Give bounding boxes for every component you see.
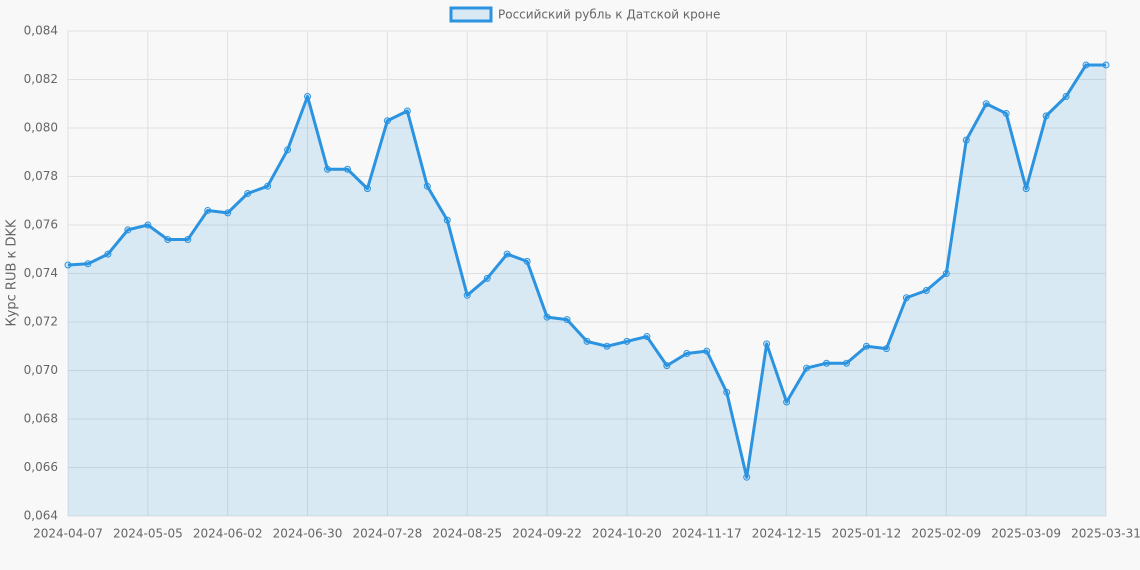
point — [1042, 112, 1050, 120]
x-tick-label: 2024-06-02 — [193, 527, 263, 541]
point — [264, 182, 272, 190]
point — [743, 473, 751, 481]
x-tick-label: 2024-08-25 — [432, 527, 502, 541]
point — [1082, 61, 1090, 69]
point — [902, 294, 910, 302]
point — [723, 388, 731, 396]
point — [124, 226, 132, 234]
point — [463, 291, 471, 299]
y-tick-label: 0,084 — [24, 24, 58, 38]
x-tick-label: 2025-01-12 — [832, 527, 902, 541]
point — [184, 236, 192, 244]
x-tick-label: 2024-11-17 — [672, 527, 742, 541]
x-tick-label: 2025-03-09 — [991, 527, 1061, 541]
y-tick-label: 0,064 — [24, 509, 58, 523]
point — [483, 274, 491, 282]
point — [284, 146, 292, 154]
x-tick-label: 2024-09-22 — [512, 527, 582, 541]
point — [843, 359, 850, 367]
point — [663, 362, 671, 370]
point — [942, 270, 950, 277]
point — [982, 100, 990, 108]
y-tick-label: 0,076 — [24, 218, 58, 232]
x-tick-label: 2025-02-09 — [911, 527, 981, 541]
point — [204, 206, 212, 214]
x-tick-label: 2024-06-30 — [273, 527, 343, 541]
point — [1102, 61, 1110, 69]
line — [67, 63, 1106, 479]
point — [1022, 185, 1030, 193]
point — [683, 350, 691, 358]
point — [64, 261, 72, 269]
point — [443, 216, 451, 224]
point — [363, 185, 371, 193]
x-tick-label: 2025-03-31 — [1071, 527, 1140, 541]
point — [862, 342, 870, 350]
point — [823, 359, 831, 367]
x-tick-label: 2024-10-20 — [592, 527, 662, 541]
point — [763, 340, 771, 348]
legend-label: Российский рубль к Датской кроне — [498, 8, 720, 22]
y-tick-label: 0,070 — [24, 363, 58, 377]
point — [343, 165, 351, 173]
point — [1002, 109, 1010, 117]
point — [523, 257, 531, 265]
x-tick-label: 2024-12-15 — [752, 527, 822, 541]
point — [144, 221, 152, 229]
point — [882, 345, 890, 353]
y-tick-label: 0,072 — [24, 315, 58, 329]
point — [324, 165, 331, 173]
x-tick-label: 2024-04-07 — [33, 527, 103, 541]
y-tick-label: 0,078 — [24, 169, 58, 183]
x-tick-label: 2024-05-05 — [113, 527, 183, 541]
x-tick-label: 2024-07-28 — [353, 527, 423, 541]
point — [703, 347, 711, 355]
area — [68, 64, 1106, 516]
point — [583, 337, 591, 345]
point — [1062, 92, 1070, 100]
point — [783, 398, 791, 406]
y-tick-label: 0,082 — [24, 72, 58, 86]
point — [543, 313, 551, 321]
point — [503, 250, 511, 258]
legend-swatch — [449, 6, 493, 23]
point — [84, 260, 92, 268]
y-tick-label: 0,068 — [24, 412, 58, 426]
point — [563, 316, 571, 324]
point — [104, 250, 112, 258]
point — [803, 364, 811, 372]
point — [423, 182, 431, 190]
point — [244, 189, 252, 197]
y-tick-label: 0,066 — [24, 460, 58, 474]
point — [224, 209, 232, 217]
y-axis-label: Курс RUB к DKK — [5, 219, 20, 327]
point — [603, 342, 611, 350]
point — [383, 117, 391, 125]
point — [922, 286, 930, 294]
point — [164, 236, 172, 244]
y-tick-label: 0,074 — [24, 266, 58, 280]
point — [962, 136, 970, 144]
y-tick-label: 0,080 — [24, 121, 58, 135]
point — [643, 333, 651, 341]
point — [304, 92, 312, 100]
point — [623, 337, 631, 345]
point — [403, 107, 411, 115]
